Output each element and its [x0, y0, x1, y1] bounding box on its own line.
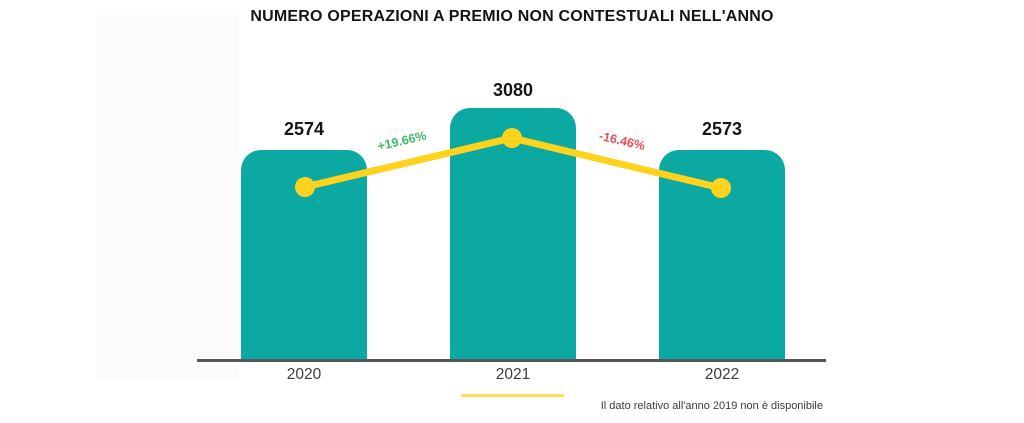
- footnote: Il dato relativo all'anno 2019 non è dis…: [600, 400, 823, 412]
- value-label-2021: 3080: [492, 80, 534, 100]
- active-category-underline: [461, 394, 564, 397]
- bar-2022: [659, 150, 785, 360]
- x-tick-2020: 2020: [286, 366, 322, 383]
- pct-change-down-label: -16.46%: [597, 128, 647, 154]
- x-tick-2021: 2021: [495, 366, 531, 383]
- value-label-2022: 2573: [701, 119, 743, 139]
- x-tick-2022: 2022: [704, 366, 740, 383]
- left-faint-panel: [96, 15, 238, 380]
- value-label-2020: 2574: [283, 119, 325, 139]
- bar-2020: [241, 150, 367, 360]
- pct-change-up-label: +19.66%: [376, 128, 428, 154]
- bar-2021: [450, 108, 576, 360]
- chart-title: NUMERO OPERAZIONI A PREMIO NON CONTESTUA…: [250, 8, 774, 25]
- x-axis-line: [197, 359, 826, 362]
